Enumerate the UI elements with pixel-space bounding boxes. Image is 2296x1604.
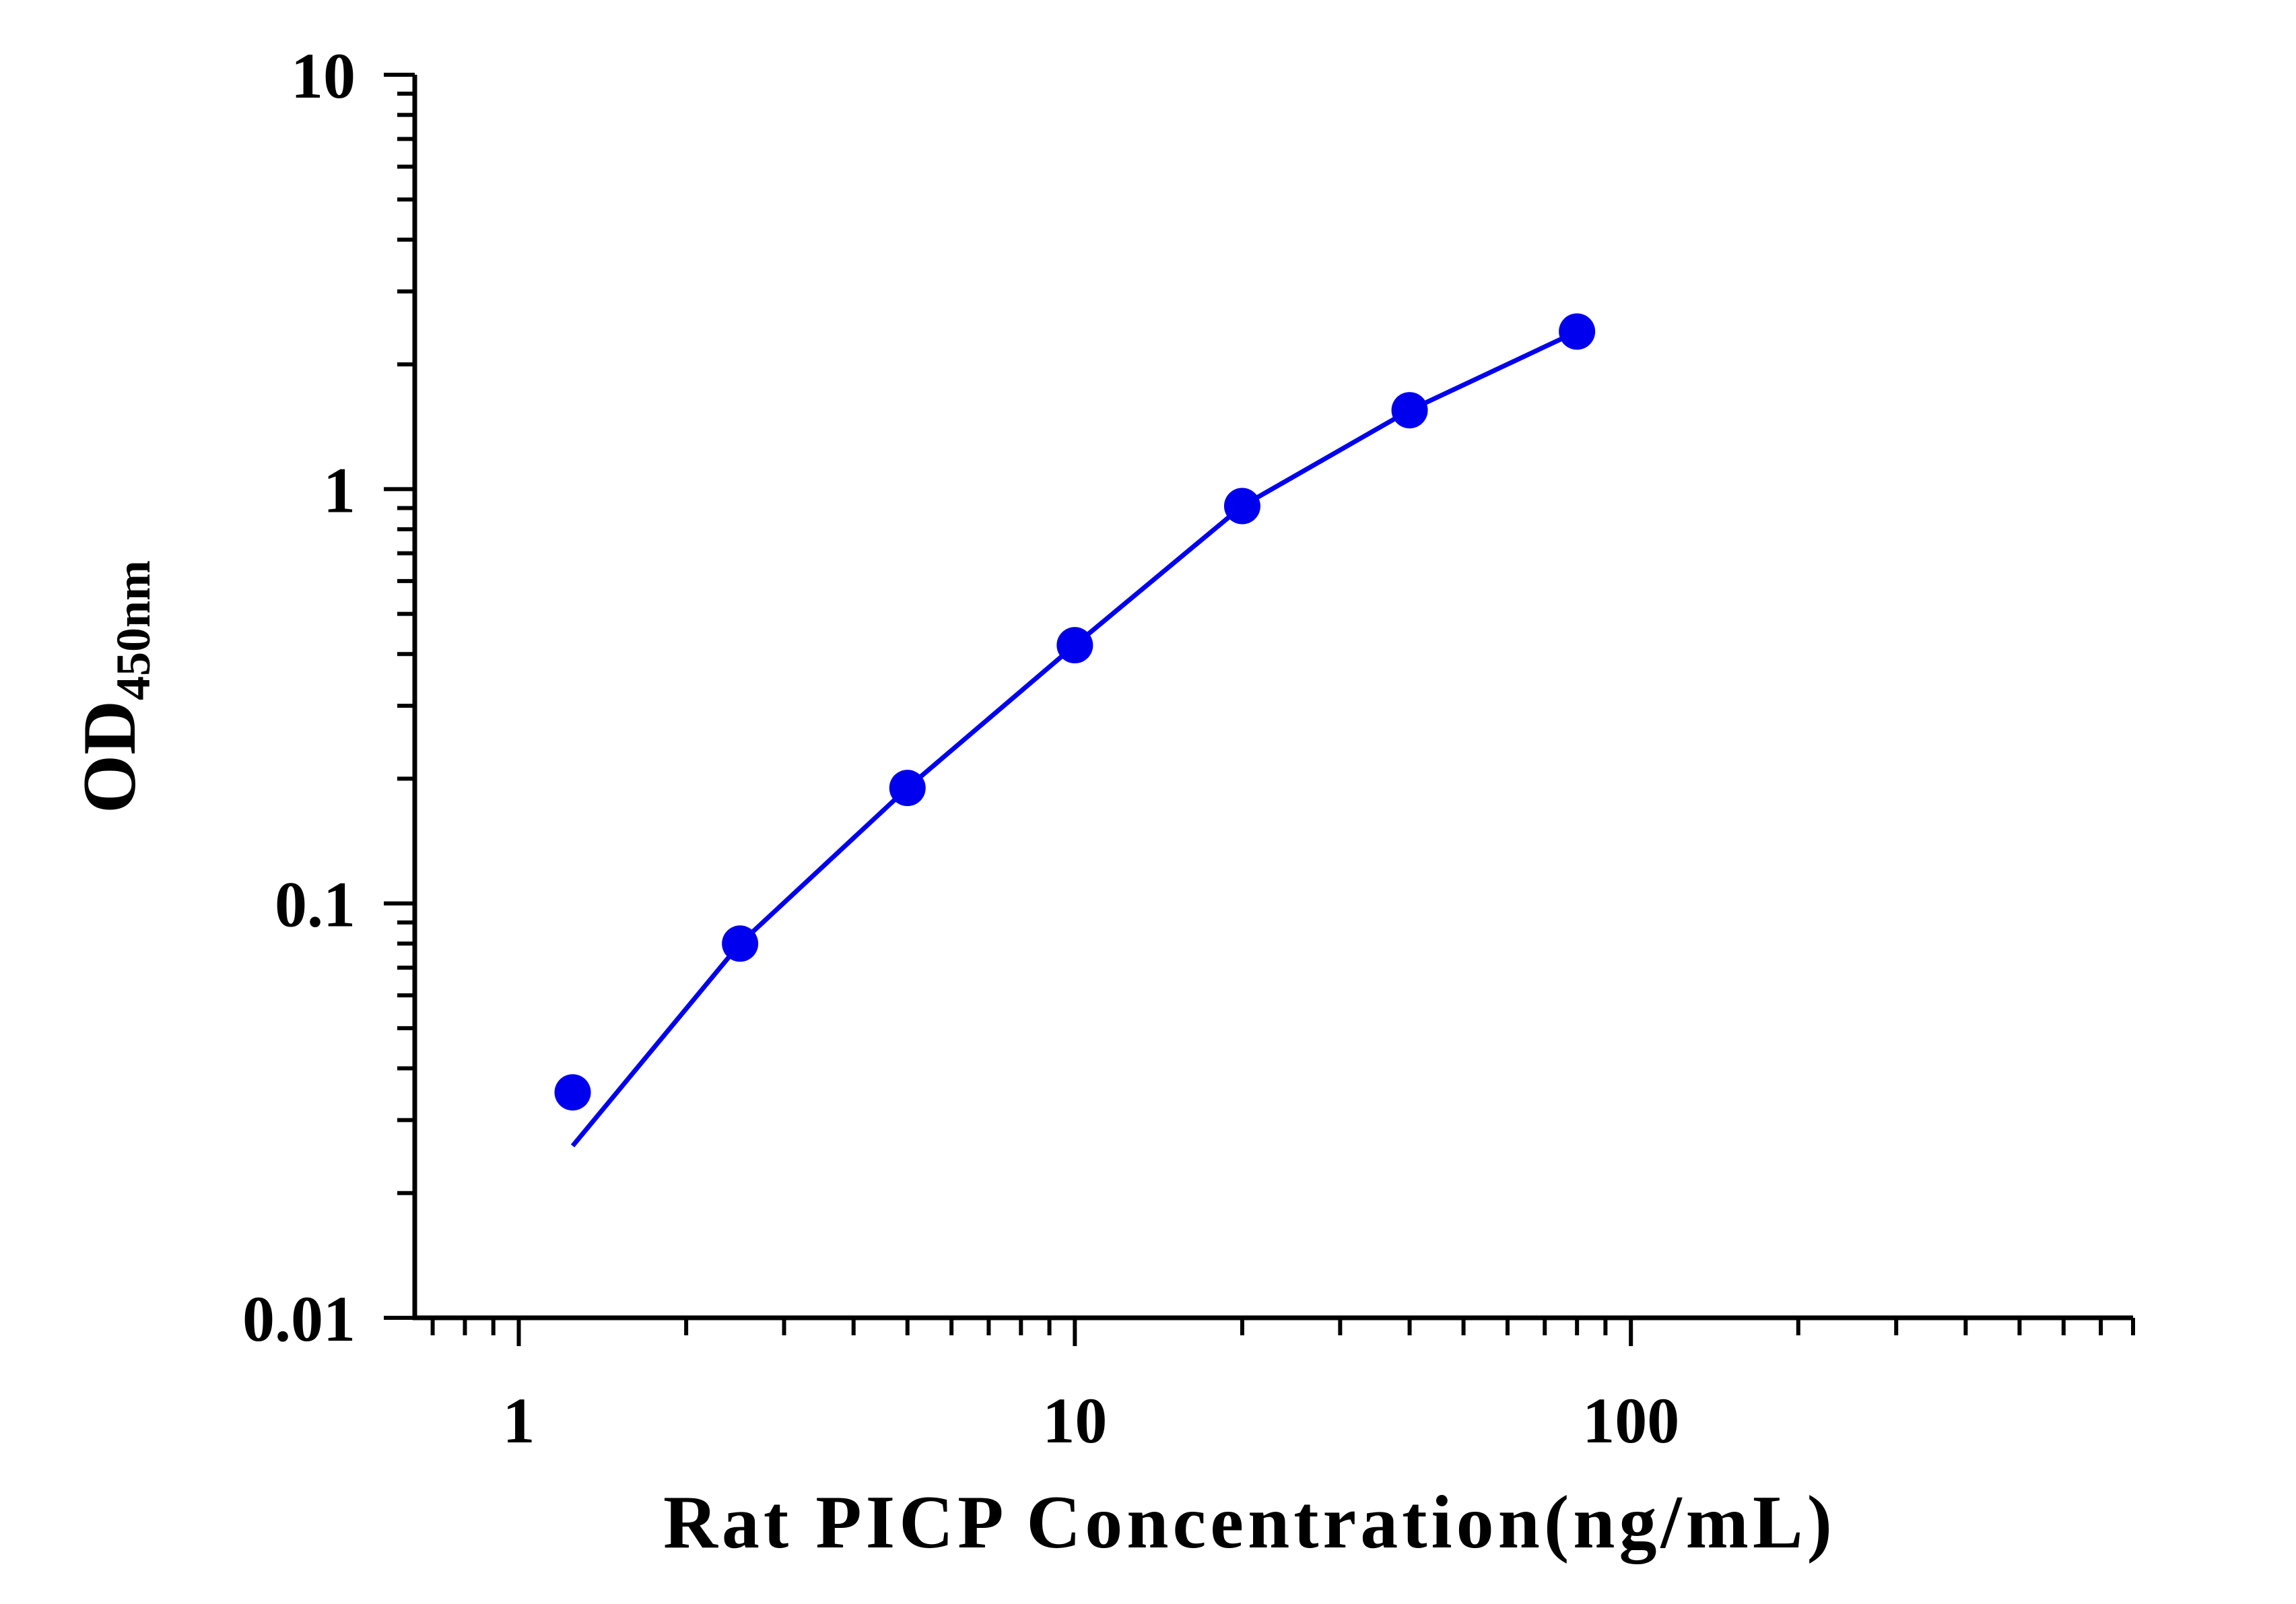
- y-axis-title-subscript: 450nm: [106, 560, 160, 700]
- data-point: [554, 1074, 591, 1111]
- data-point: [1056, 627, 1093, 664]
- y-axis-title: OD450nm: [68, 560, 160, 813]
- x-tick-label: 1: [503, 1384, 535, 1457]
- data-points: [554, 313, 1596, 1111]
- plot-area: [554, 313, 1596, 1147]
- x-axis-ticks: [430, 1318, 2135, 1346]
- y-tick-label: 0.01: [242, 1283, 356, 1355]
- y-tick-label: 0.1: [275, 869, 356, 941]
- fit-curve-line: [570, 329, 1578, 1147]
- data-point: [1391, 392, 1428, 429]
- x-tick-label: 100: [1582, 1384, 1679, 1457]
- y-tick-label: 1: [323, 454, 356, 526]
- axes: [412, 75, 2133, 1321]
- x-tick-label: 10: [1042, 1384, 1107, 1457]
- y-tick-label: 10: [291, 40, 356, 112]
- data-point: [1559, 313, 1596, 350]
- data-point: [1223, 488, 1260, 525]
- y-axis-tick-labels: 0.01 0.1 1 10: [242, 40, 356, 1355]
- data-point: [722, 925, 759, 962]
- x-axis-title: Rat PICP Concentration(ng/mL): [663, 1481, 1836, 1564]
- x-axis-tick-labels: 1 10 100: [503, 1384, 1680, 1457]
- y-axis-ticks: [384, 73, 415, 1320]
- y-axis-title-main: OD: [68, 700, 151, 813]
- data-point: [889, 770, 926, 807]
